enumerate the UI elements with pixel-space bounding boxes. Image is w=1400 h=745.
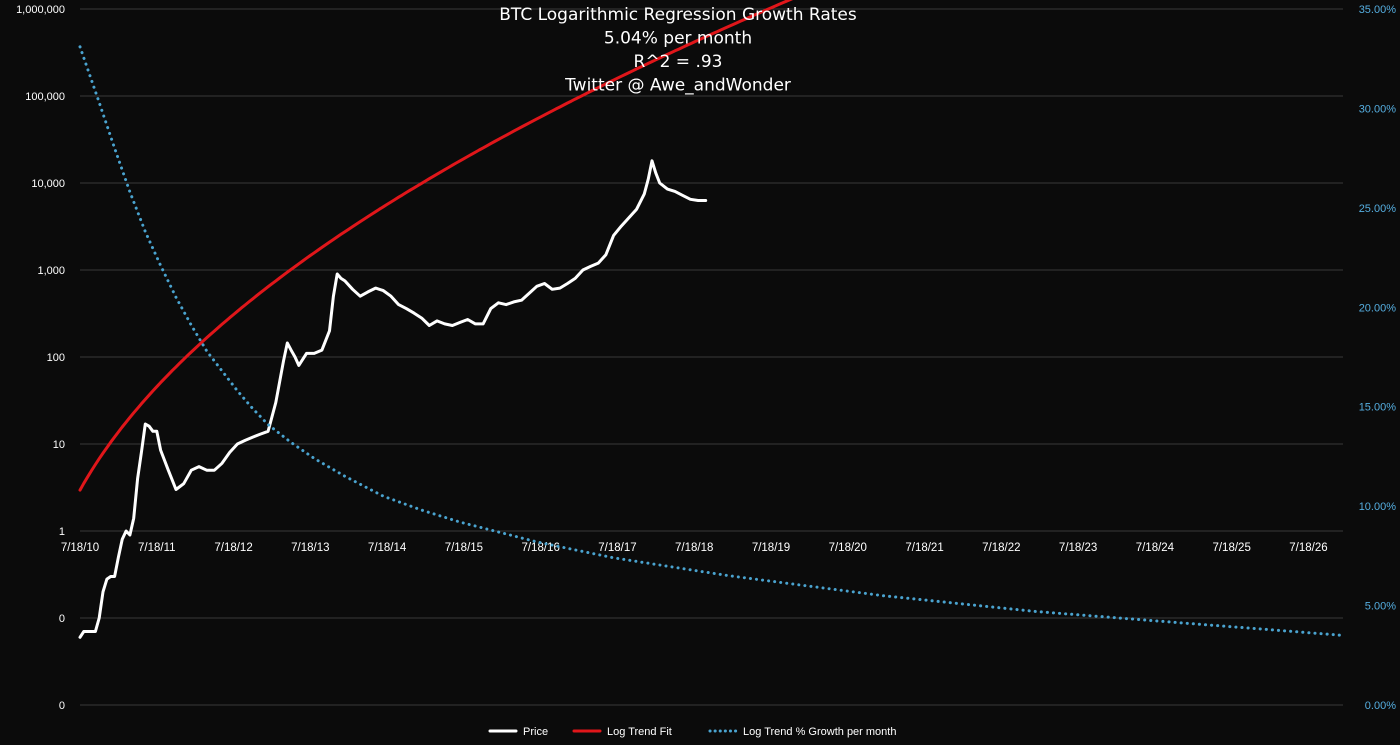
- x-tick-label: 7/18/14: [368, 542, 407, 554]
- x-tick-label: 7/18/10: [61, 542, 99, 554]
- title-line-2: R^2 = .93: [634, 52, 723, 72]
- x-tick-label: 7/18/13: [291, 542, 329, 554]
- right-tick-label: 10.00%: [1359, 501, 1397, 513]
- left-tick-label: 1: [59, 526, 65, 538]
- right-tick-label: 5.00%: [1365, 601, 1396, 613]
- left-tick-label: 10: [53, 439, 65, 451]
- x-tick-label: 7/18/19: [752, 542, 790, 554]
- right-tick-label: 0.00%: [1365, 700, 1396, 712]
- series-line-2: [78, 45, 1345, 637]
- x-tick-label: 7/18/18: [675, 542, 713, 554]
- x-tick-label: 7/18/26: [1289, 542, 1327, 554]
- x-tick-label: 7/18/17: [598, 542, 636, 554]
- x-tick-label: 7/18/11: [138, 542, 176, 554]
- x-tick-label: 7/18/16: [521, 542, 559, 554]
- right-y-axis-labels: 35.00% 30.00% 25.00% 20.00% 15.00% 10.00% 5.00…: [1359, 4, 1397, 712]
- x-tick-label: 7/18/12: [214, 542, 252, 554]
- left-tick-label: 0: [59, 700, 65, 712]
- chart-title: BTC Logarithmic Regression Growth Rates 5…: [499, 5, 857, 96]
- series-line-0: [78, 159, 708, 639]
- right-tick-label: 35.00%: [1359, 4, 1397, 16]
- legend-label-1: Log Trend Fit: [607, 726, 672, 738]
- series-lines: [78, 0, 1345, 639]
- right-tick-label: 15.00%: [1359, 402, 1397, 414]
- left-tick-label: 100: [47, 352, 65, 364]
- x-tick-label: 7/18/20: [829, 542, 867, 554]
- legend: Price Log Trend Fit Log Trend % Growth per…: [488, 726, 896, 738]
- legend-label-2: Log Trend % Growth per month: [743, 726, 896, 738]
- right-tick-label: 20.00%: [1359, 302, 1397, 314]
- left-tick-label: 1,000: [37, 265, 65, 277]
- x-tick-label: 7/18/23: [1059, 542, 1097, 554]
- right-tick-label: 30.00%: [1359, 103, 1397, 115]
- left-tick-label: 10,000: [31, 178, 65, 190]
- x-tick-label: 7/18/22: [982, 542, 1020, 554]
- left-tick-label: 100,000: [25, 91, 65, 103]
- x-tick-label: 7/18/24: [1136, 542, 1175, 554]
- x-axis-labels: 7/18/10 7/18/11 7/18/12 7/18/13 7/18/14 7/18/…: [61, 542, 1328, 554]
- left-tick-label: 0: [59, 613, 65, 625]
- x-tick-label: 7/18/21: [905, 542, 943, 554]
- title-line-1: 5.04% per month: [604, 29, 752, 49]
- right-tick-label: 25.00%: [1359, 203, 1397, 215]
- legend-label-0: Price: [523, 726, 548, 738]
- x-tick-label: 7/18/15: [445, 542, 483, 554]
- x-tick-label: 7/18/25: [1212, 542, 1250, 554]
- series-line-1: [78, 0, 794, 492]
- title-line-0: BTC Logarithmic Regression Growth Rates: [499, 5, 857, 25]
- title-line-3: Twitter @ Awe_andWonder: [564, 76, 791, 96]
- left-tick-label: 1,000,000: [16, 4, 65, 16]
